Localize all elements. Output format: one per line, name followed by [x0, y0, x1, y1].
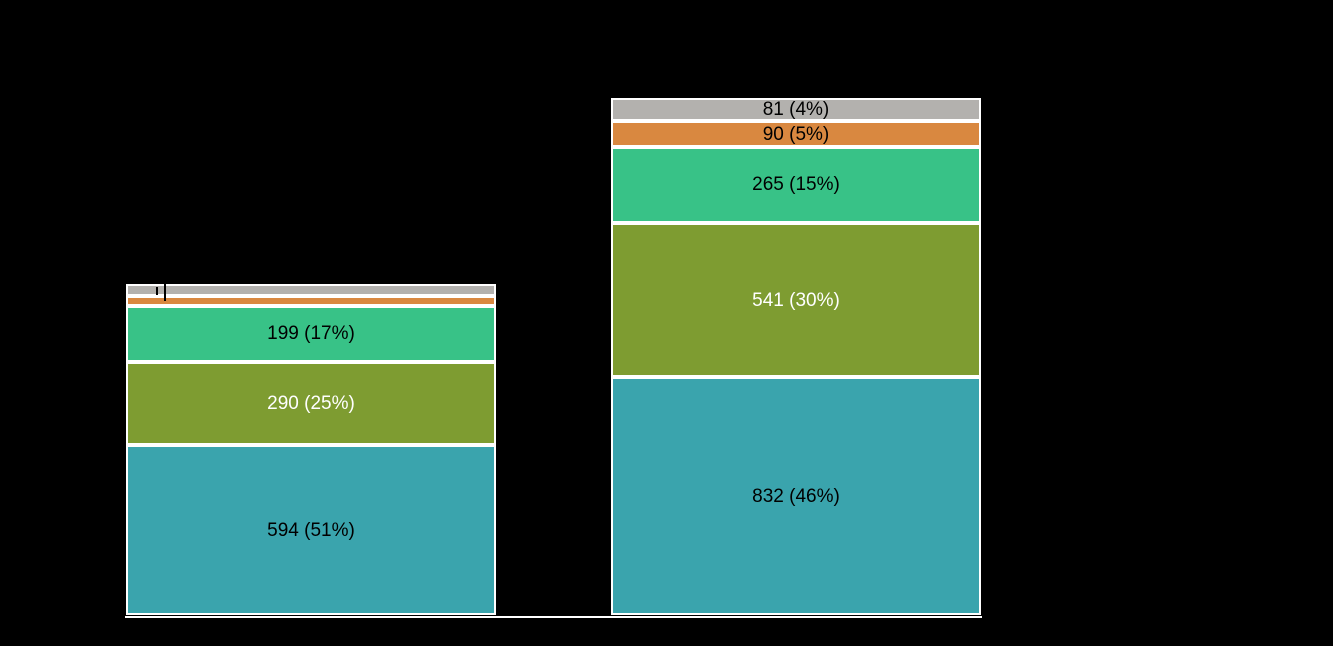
bar-segment-left-orange	[126, 296, 496, 306]
bar-segment-right-olive: 541 (30%)	[611, 222, 981, 378]
segment-label: 265 (15%)	[752, 174, 840, 196]
segment-label: 199 (17%)	[267, 323, 355, 345]
stacked-bar-right: 81 (4%) 90 (5%) 265 (15%) 541 (30%) 832 (46%…	[611, 98, 981, 615]
bar-segment-left-olive: 290 (25%)	[126, 362, 496, 446]
label-leader-line-icon	[156, 287, 158, 295]
segment-label: 90 (5%)	[762, 123, 830, 145]
bar-segment-right-gray: 81 (4%)	[611, 98, 981, 122]
x-axis-line	[125, 616, 982, 618]
stacked-bar-left: 199 (17%) 290 (25%) 594 (51%)	[126, 284, 496, 615]
segment-label: 290 (25%)	[267, 393, 355, 415]
bar-segment-left-gray	[126, 284, 496, 297]
segment-label: 832 (46%)	[752, 485, 840, 507]
bar-segment-right-teal: 832 (46%)	[611, 377, 981, 615]
segment-label: 81 (4%)	[762, 99, 830, 121]
label-leader-line-icon	[164, 281, 166, 301]
segment-label: 541 (30%)	[752, 289, 840, 311]
bar-segment-left-teal: 594 (51%)	[126, 445, 496, 615]
bar-segment-right-orange: 90 (5%)	[611, 121, 981, 148]
bar-segment-left-green: 199 (17%)	[126, 305, 496, 363]
segment-label: 594 (51%)	[267, 519, 355, 541]
bar-segment-right-green: 265 (15%)	[611, 147, 981, 223]
